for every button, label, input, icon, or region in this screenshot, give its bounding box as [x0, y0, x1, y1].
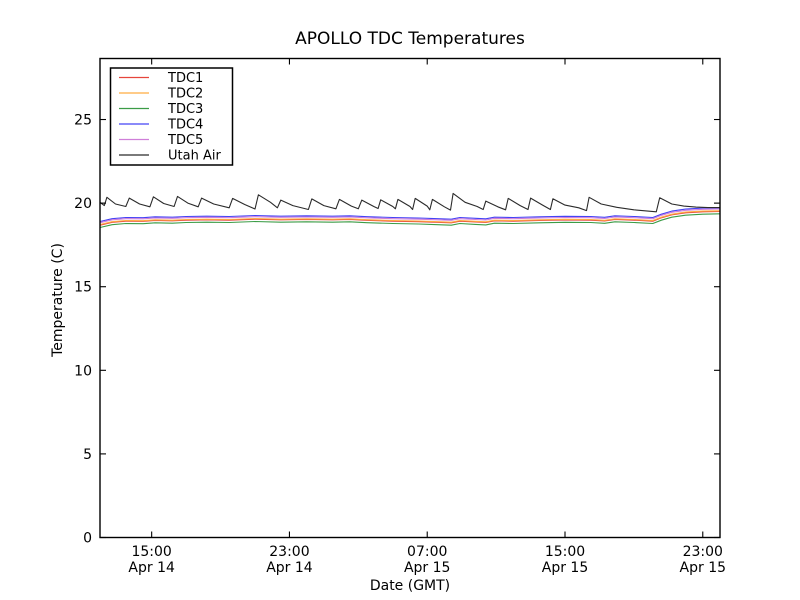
- x-tick-label-time: 23:00: [683, 544, 723, 560]
- legend-label: TDC3: [167, 102, 203, 117]
- x-tick-label-time: 07:00: [407, 544, 447, 560]
- y-tick-label: 0: [83, 531, 92, 547]
- chart-title: APOLLO TDC Temperatures: [295, 29, 525, 49]
- legend-label: TDC5: [167, 133, 203, 148]
- series-line-tdc5: [99, 208, 721, 224]
- legend-label: TDC4: [167, 118, 203, 133]
- x-tick-label-date: Apr 14: [266, 560, 313, 576]
- x-axis-label: Date (GMT): [370, 578, 450, 594]
- x-tick-label-time: 23:00: [269, 544, 309, 560]
- series-line-tdc1: [99, 210, 721, 226]
- y-tick-label: 10: [74, 363, 92, 379]
- axes-frame: [99, 57, 721, 539]
- x-tick-label-date: Apr 15: [404, 560, 450, 576]
- x-tick-label-date: Apr 15: [680, 560, 726, 576]
- series-line-tdc3: [99, 213, 721, 229]
- series-line-tdc4: [99, 207, 721, 223]
- y-tick-label: 15: [74, 280, 92, 296]
- y-tick-label: 25: [74, 113, 92, 129]
- legend-label: Utah Air: [168, 149, 221, 164]
- series-line-utah-air: [99, 192, 720, 213]
- series-line-tdc2: [99, 210, 721, 226]
- legend-box: [109, 67, 234, 166]
- x-tick-label-time: 15:00: [545, 544, 585, 560]
- x-tick-label-date: Apr 14: [128, 560, 175, 576]
- y-axis-label: Temperature (C): [50, 243, 66, 358]
- y-tick-label: 5: [83, 447, 92, 463]
- x-tick-label-date: Apr 15: [542, 560, 588, 576]
- legend-label: TDC1: [167, 71, 203, 86]
- legend-label: TDC2: [167, 87, 203, 102]
- x-tick-label-time: 15:00: [131, 544, 171, 560]
- y-tick-label: 20: [74, 196, 92, 212]
